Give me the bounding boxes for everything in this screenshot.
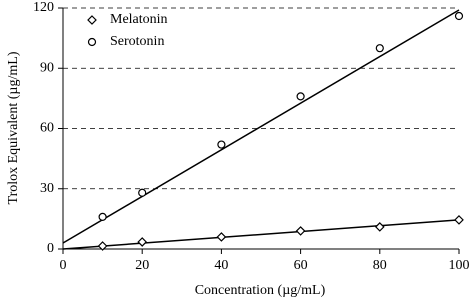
data-point xyxy=(216,232,227,242)
y-tick-label: 120 xyxy=(33,0,54,15)
data-point xyxy=(98,212,107,221)
x-axis-label: Concentration (µg/mL) xyxy=(195,283,326,298)
data-point xyxy=(137,237,148,247)
data-point xyxy=(138,188,147,197)
data-point xyxy=(454,215,464,225)
data-point xyxy=(375,44,384,53)
x-tick-label: 80 xyxy=(373,258,387,273)
legend-label: Serotonin xyxy=(110,34,164,49)
x-tick-label: 100 xyxy=(449,258,470,273)
x-tick-label: 40 xyxy=(214,258,228,273)
data-point xyxy=(374,222,385,232)
y-tick-label: 30 xyxy=(40,181,54,196)
data-point xyxy=(295,226,306,236)
data-point xyxy=(97,241,108,251)
legend-marker xyxy=(87,15,97,25)
y-tick-label: 0 xyxy=(47,241,54,256)
x-tick-label: 20 xyxy=(135,258,149,273)
x-tick-label: 60 xyxy=(294,258,308,273)
data-point xyxy=(296,92,305,101)
legend-label: Melatonin xyxy=(110,12,168,27)
y-tick-label: 60 xyxy=(40,121,54,136)
y-tick-label: 90 xyxy=(40,60,54,75)
legend-marker xyxy=(87,37,97,47)
trendline xyxy=(62,9,460,244)
data-point xyxy=(454,11,464,21)
trendline xyxy=(62,219,460,250)
x-tick-label: 0 xyxy=(60,258,67,273)
y-axis-label: Trolox Equivalent (µg/mL) xyxy=(6,51,21,204)
data-point xyxy=(217,140,226,149)
